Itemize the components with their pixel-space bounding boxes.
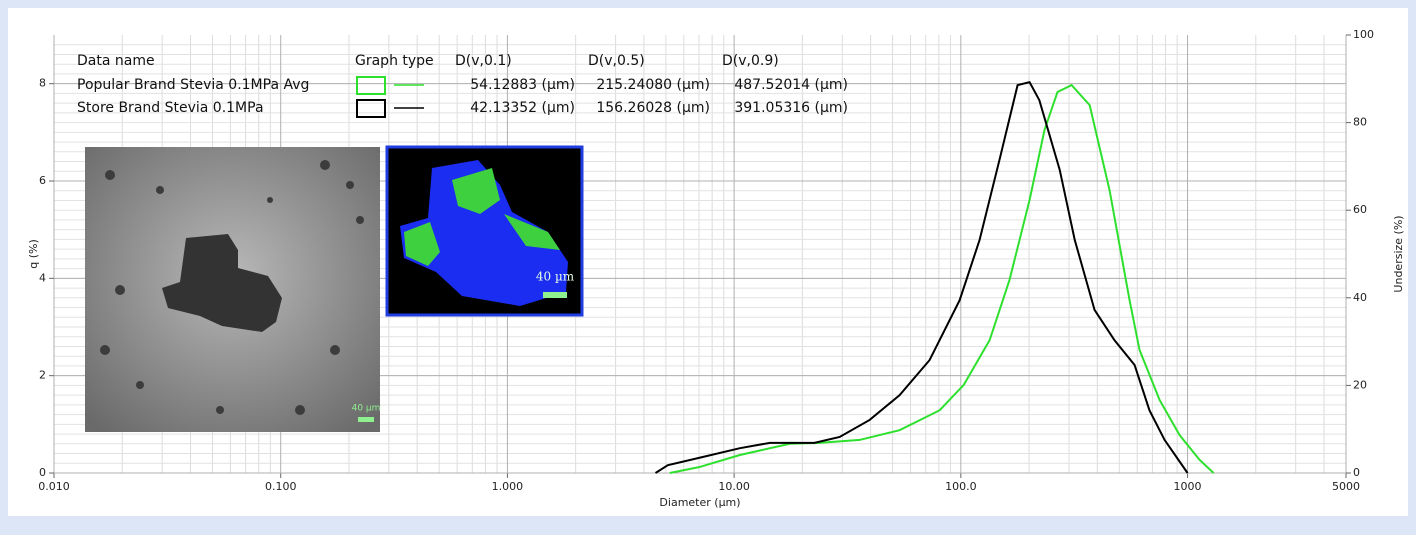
y2-tick-label: 40 [1353,291,1367,304]
x-tick-label: 100.0 [945,480,977,493]
x-tick-label: 0.100 [265,480,297,493]
x-tick-label: 10.00 [718,480,750,493]
particle [162,234,282,332]
y-tick-label: 6 [39,174,46,187]
legend-stat: 215.24080 (µm) [596,77,710,93]
x-tick-label: 5000 [1332,480,1360,493]
x-tick-label: 1000 [1174,480,1202,493]
scale-bar [358,417,374,422]
particle-blue [400,160,568,306]
legend-stat: 391.05316 (µm) [734,100,848,116]
y2-tick-label: 100 [1353,28,1374,41]
legend-stat: 487.52014 (µm) [734,77,848,93]
y2-tick-label: 20 [1353,378,1367,391]
legend-stat: 42.13352 (µm) [470,100,575,116]
legend: Data name Graph type D(v,0.1) D(v,0.5) D… [77,53,848,118]
x-tick-label: 0.010 [38,480,70,493]
y2-tick-label: 80 [1353,116,1367,129]
legend-stat: 156.26028 (µm) [596,100,710,116]
series-line [654,81,1189,474]
scale-label: 40 µm [352,404,381,414]
legend-swatch [356,76,386,95]
legend-label: Popular Brand Stevia 0.1MPa Avg [77,77,309,93]
y-axis-label: q (%) [27,239,40,269]
y2-tick-label: 60 [1353,203,1367,216]
legend-stat: 54.12883 (µm) [470,77,575,93]
y2-tick-label: 0 [1353,466,1360,479]
legend-swatch [356,99,386,118]
insets: 40 µm 40 µm [85,145,584,432]
legend-header: Graph type [355,53,434,69]
legend-header: D(v,0.5) [588,53,645,69]
y-tick-label: 2 [39,369,46,382]
y-tick-label: 8 [39,77,46,90]
legend-label: Store Brand Stevia 0.1MPa [77,100,264,116]
y-tick-label: 4 [39,271,46,284]
y-tick-label: 0 [39,466,46,479]
specks [100,160,364,415]
scale-label: 40 µm [536,270,575,284]
legend-header: D(v,0.9) [722,53,779,69]
legend-header: D(v,0.1) [455,53,512,69]
x-tick-label: 1.000 [492,480,524,493]
legend-header: Data name [77,53,155,69]
scale-bar [543,292,567,298]
particle-green [404,168,560,266]
x-axis-label: Diameter (µm) [659,496,740,509]
y2-axis-label: Undersize (%) [1392,215,1405,292]
